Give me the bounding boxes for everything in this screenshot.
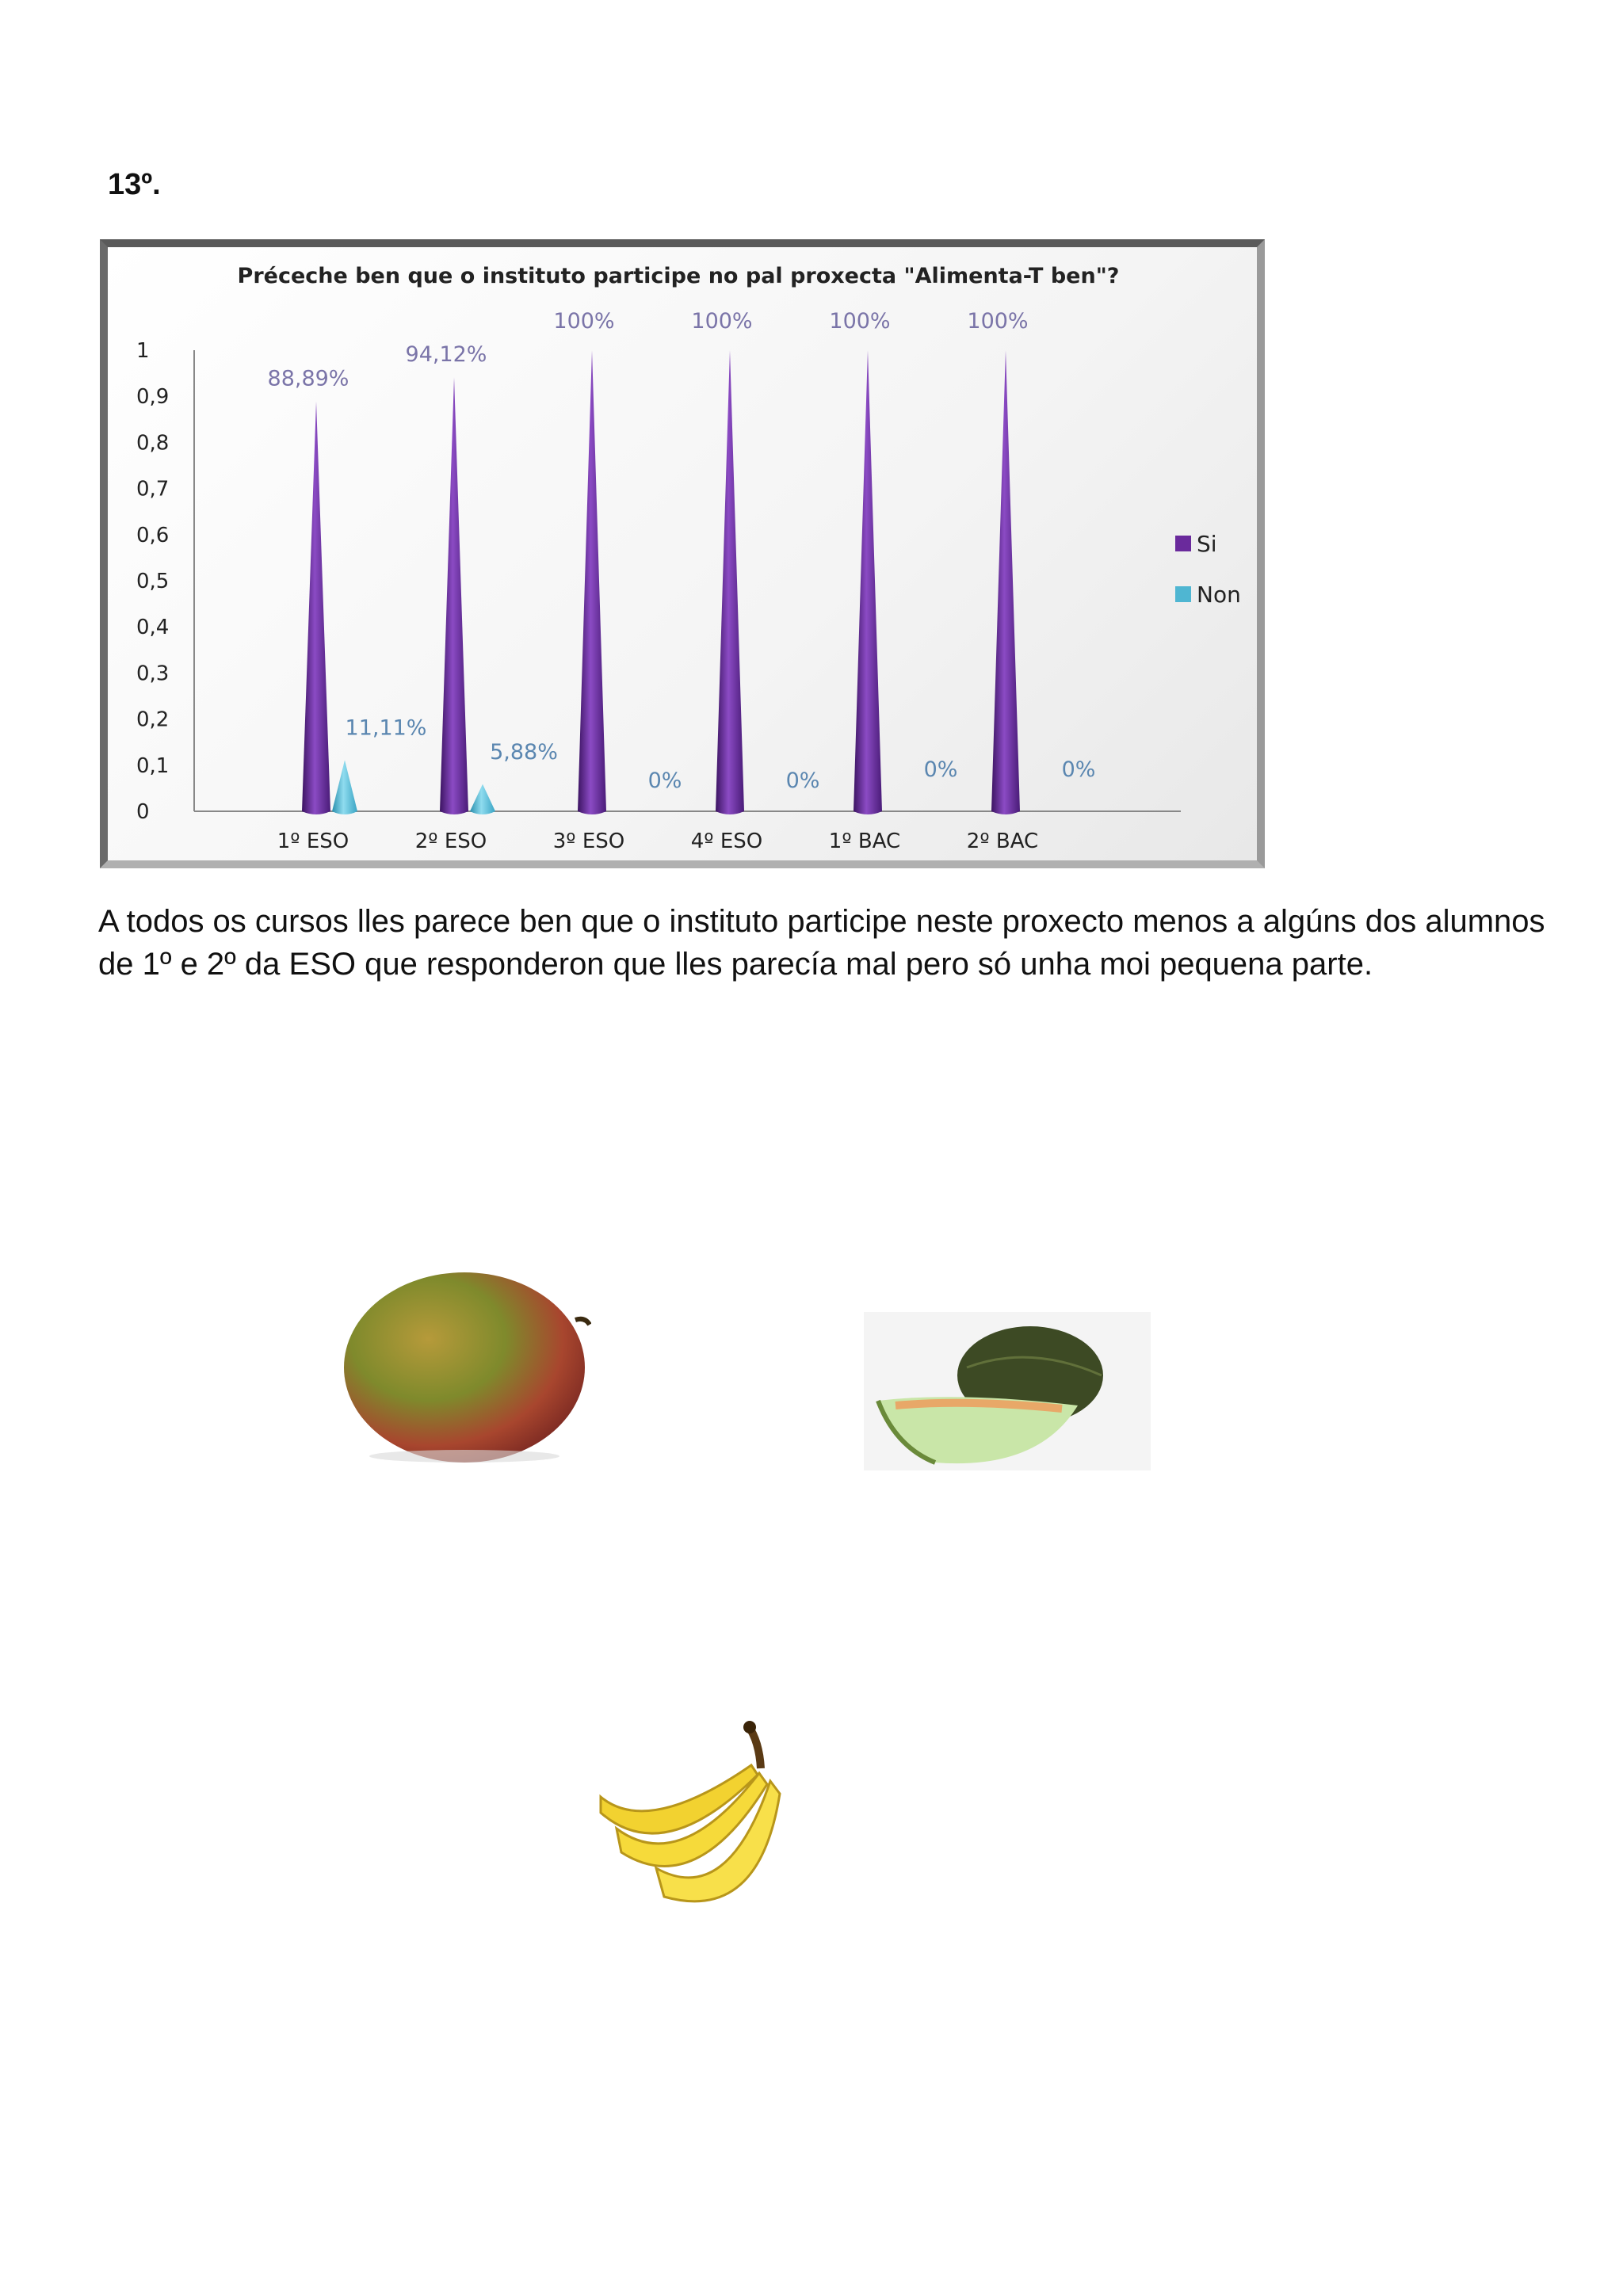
data-label: 100% — [829, 309, 890, 334]
data-label: 11,11% — [346, 715, 427, 740]
y-tick-label: 1 — [136, 339, 150, 363]
legend-swatch-non — [1175, 586, 1191, 602]
data-label: 100% — [553, 309, 614, 334]
bar-non — [470, 784, 495, 814]
body-paragraph: A todos os cursos lles parece ben que o … — [98, 904, 1545, 982]
melon-image — [864, 1312, 1151, 1470]
legend-swatch-si — [1175, 536, 1191, 551]
bar-si — [991, 350, 1020, 814]
x-tick-label: 1º BAC — [829, 830, 900, 853]
x-tick-label: 4º ESO — [691, 830, 762, 853]
chart-frame: Préceche ben que o instituto participe n… — [100, 239, 1265, 868]
y-tick-label: 0,6 — [136, 524, 169, 547]
y-tick-label: 0,8 — [136, 431, 169, 455]
data-label: 0% — [1062, 757, 1096, 782]
y-tick-label: 0,2 — [136, 708, 169, 732]
data-label: 100% — [691, 309, 752, 334]
bananas-image — [599, 1721, 781, 1903]
section-heading: 13º. — [108, 168, 161, 201]
y-tick-label: 0,7 — [136, 478, 169, 502]
chart-title: Préceche ben que o instituto participe n… — [238, 264, 1120, 288]
data-label: 100% — [967, 309, 1028, 334]
bar-si — [578, 350, 606, 814]
y-tick-label: 0 — [136, 800, 150, 824]
bar-non — [332, 760, 357, 814]
x-tick-label: 2º BAC — [967, 830, 1038, 853]
bar-si — [716, 350, 744, 814]
bar-si — [302, 401, 330, 814]
data-label: 88,89% — [268, 367, 349, 391]
data-label: 0% — [924, 757, 958, 782]
y-tick-label: 0,3 — [136, 662, 169, 685]
y-tick-label: 0,4 — [136, 616, 169, 639]
bar-si — [854, 350, 882, 814]
legend-label: Si — [1197, 531, 1217, 557]
x-tick-label: 2º ESO — [415, 830, 487, 853]
data-label: 0% — [786, 769, 820, 793]
bar-si — [440, 377, 468, 814]
x-tick-label: 3º ESO — [553, 830, 624, 853]
data-label: 0% — [648, 769, 682, 793]
mango-image — [344, 1272, 591, 1463]
y-tick-label: 0,5 — [136, 570, 169, 593]
y-tick-label: 0,9 — [136, 385, 169, 409]
legend-label: Non — [1197, 582, 1241, 608]
y-tick-label: 0,1 — [136, 754, 169, 778]
data-label: 94,12% — [406, 342, 487, 367]
x-tick-label: 1º ESO — [277, 830, 349, 853]
bar-chart: Préceche ben que o instituto participe n… — [136, 264, 1241, 853]
data-label: 5,88% — [490, 740, 558, 765]
